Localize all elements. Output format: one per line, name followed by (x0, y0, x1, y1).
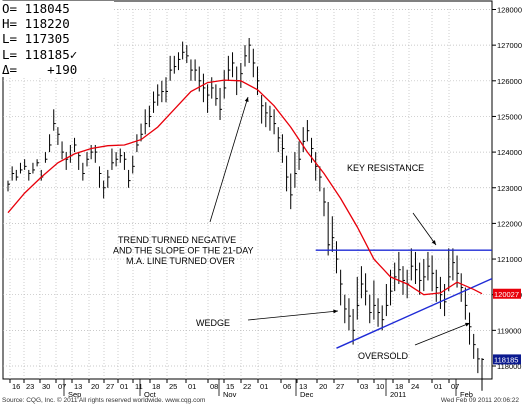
x-tick-label: 22 (243, 382, 251, 391)
annotation-line: M.A. LINE TURNED OVER (126, 256, 235, 266)
y-tick-label: 121000 (497, 255, 522, 264)
arrow-resistance (412, 212, 437, 246)
trendlines (315, 249, 493, 349)
x-month-label: Feb (460, 390, 473, 399)
annotation-key-resistance: KEY RESISTANCE (347, 163, 424, 173)
annotation-trend: TREND TURNED NEGATIVE AND THE SLOPE OF TH… (113, 235, 254, 266)
readout-low: L= 117305 (2, 31, 70, 47)
readout-open: O= 118045 (2, 1, 70, 16)
x-tick-label: 01 (260, 382, 268, 391)
annotation-line: TREND TURNED NEGATIVE (118, 235, 236, 245)
annotations: TREND TURNED NEGATIVE AND THE SLOPE OF TH… (113, 163, 424, 361)
annotation-oversold: OVERSOLD (358, 351, 409, 361)
x-tick-label: 13 (74, 382, 82, 391)
x-tick-label: 16 (12, 382, 20, 391)
last-tag-box (493, 354, 521, 365)
x-axis-month-labels: Sep Oct Nov Dec 2011 Feb (63, 379, 473, 399)
arrow-oversold (414, 322, 471, 346)
arrow-trend-head (244, 97, 249, 102)
x-tick-label: 07 (451, 382, 459, 391)
x-tick-label: 23 (26, 382, 34, 391)
x-tick-label: 18 (395, 382, 403, 391)
x-axis-ticks: 16 23 30 07 13 20 27 01 11 18 25 01 08 15 22 01 06 13 20 27… (9, 379, 459, 391)
x-month-label: Sep (68, 390, 81, 399)
x-month-label: 2011 (390, 390, 406, 399)
footer-source: Source: CQG, Inc. © 2011 All rights rese… (2, 396, 205, 404)
x-tick-label: 07 (58, 382, 66, 391)
y-tick-label: 125000 (497, 112, 522, 121)
y-axis-ticks: 128000 127000 126000 125000 124000 123000 1220… (492, 6, 522, 371)
x-tick-label: 13 (299, 382, 307, 391)
x-tick-label: 01 (434, 382, 442, 391)
annotation-line: WEDGE (196, 318, 230, 328)
x-tick-label: 27 (106, 382, 114, 391)
x-tick-label: 20 (91, 382, 99, 391)
footer-timestamp: Wed Feb 09 2011 20:06:22 (441, 397, 520, 404)
last-tag-label: 118185 (494, 356, 518, 365)
readout-high: H= 118220 (2, 16, 70, 32)
price-axis-tags: 120027 118185 (493, 288, 521, 365)
arrow-oversold-head (465, 322, 470, 327)
y-tick-label: 128000 (497, 6, 522, 15)
x-tick-label: 24 (411, 382, 419, 391)
y-tick-label: 123000 (497, 184, 522, 193)
arrow-trend (209, 96, 249, 223)
x-tick-label: 01 (188, 382, 196, 391)
x-tick-label: 15 (226, 382, 234, 391)
x-tick-label: 27 (336, 382, 344, 391)
readout-change: Δ= +190 (2, 61, 78, 77)
y-tick-label: 127000 (497, 41, 522, 50)
ohlc-readout: O= 118045 H= 118220 L= 117305 L= 118185✓… (2, 1, 114, 78)
x-tick-label: 11 (135, 382, 143, 391)
x-tick-label: 03 (360, 382, 368, 391)
arrow-wedge-head (333, 309, 338, 314)
annotation-line: KEY RESISTANCE (347, 163, 424, 173)
readout-last: L= 118185✓ (2, 46, 78, 62)
x-month-label: Oct (144, 390, 157, 399)
x-tick-label: 10 (376, 382, 384, 391)
x-month-label: Nov (223, 390, 237, 399)
annotation-arrows (209, 96, 471, 346)
annotation-line: AND THE SLOPE OF THE 21-DAY (113, 246, 254, 256)
y-tick-label: 126000 (497, 77, 522, 86)
x-tick-label: 20 (319, 382, 327, 391)
ma-tag-label: 120027 (494, 290, 519, 299)
x-tick-label: 01 (120, 382, 128, 391)
y-tick-label: 124000 (497, 148, 522, 157)
arrow-resistance-head (431, 240, 436, 245)
annotation-line: OVERSOLD (358, 351, 409, 361)
x-tick-label: 25 (169, 382, 177, 391)
x-tick-label: 30 (42, 382, 50, 391)
y-tick-label: 119000 (497, 326, 521, 335)
x-month-label: Dec (300, 390, 314, 399)
annotation-wedge: WEDGE (196, 318, 230, 328)
arrow-wedge (247, 310, 339, 321)
ma-tag-box (493, 288, 521, 299)
x-tick-label: 08 (210, 382, 218, 391)
x-tick-label: 18 (152, 382, 160, 391)
moving-average-line (7, 79, 483, 296)
y-tick-label: 122000 (497, 219, 522, 228)
x-tick-label: 06 (283, 382, 291, 391)
y-tick-label: 118000 (497, 362, 521, 371)
wedge-trendline (336, 278, 493, 349)
